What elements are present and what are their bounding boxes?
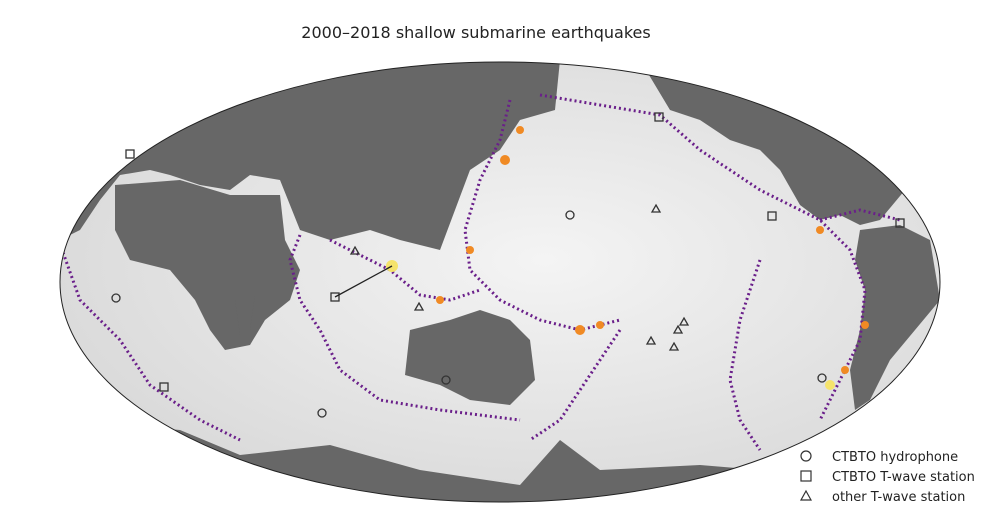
legend: CTBTO hydrophone CTBTO T-wave station othe…: [799, 450, 975, 505]
globe-outline: [59, 61, 941, 503]
legend-symbol: [799, 489, 813, 501]
map-title: 2000–2018 shallow submarine earthquakes: [301, 23, 650, 42]
legend-label: CTBTO hydrophone: [832, 450, 958, 465]
plate-boundary-seismicity: [60, 93, 901, 451]
large-events: [171, 126, 869, 444]
legend-symbol: [800, 470, 812, 482]
legend-label: other T-wave station: [832, 490, 965, 505]
stations: [111, 112, 905, 418]
map-body: [60, 62, 940, 502]
legend-label: CTBTO T-wave station: [832, 470, 975, 485]
legend-symbol: [800, 450, 812, 462]
